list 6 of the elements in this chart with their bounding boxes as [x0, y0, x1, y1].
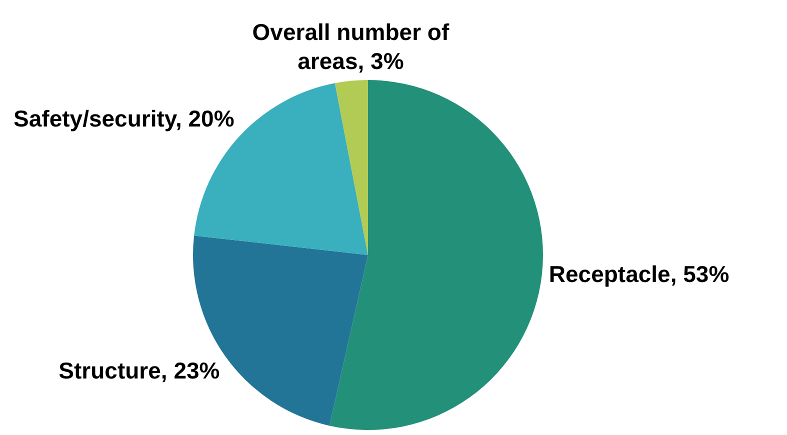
pie-slice: [329, 80, 543, 430]
slice-label: Structure, 23%: [58, 358, 220, 384]
slice-label: Safety/security, 20%: [14, 106, 234, 132]
slice-label: Receptacle, 53%: [548, 261, 730, 288]
pie-slice: [334, 80, 368, 255]
slice-label: Overall number of areas, 3%: [252, 18, 450, 74]
